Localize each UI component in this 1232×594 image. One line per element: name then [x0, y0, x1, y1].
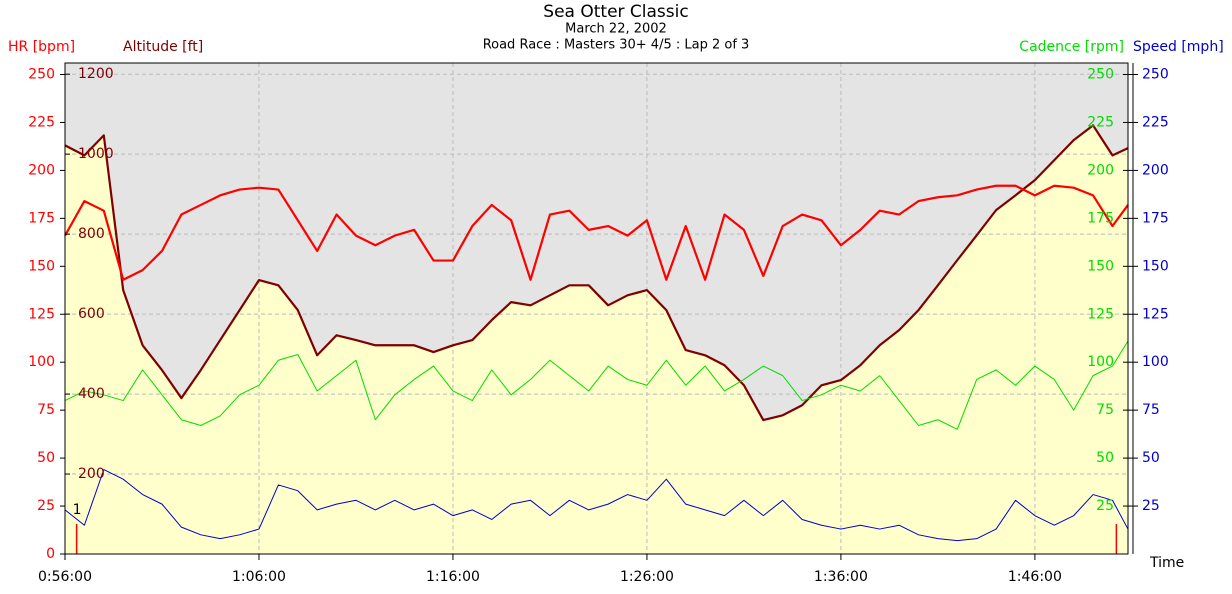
y2-tick-label: 200	[78, 466, 105, 482]
y3-tick-label: 25	[1096, 498, 1114, 514]
y-tick-label: 250	[28, 67, 55, 83]
y4-tick-label: 125	[1142, 306, 1169, 322]
y4-tick-label: 50	[1142, 450, 1160, 466]
y2-tick-label: 400	[78, 386, 105, 402]
area	[65, 125, 1128, 554]
y-tick-label: 100	[28, 354, 55, 370]
y-tick-label: 75	[37, 402, 55, 418]
y-tick-label: 50	[37, 450, 55, 466]
y3-tick-label: 175	[1087, 210, 1114, 226]
line	[64, 184, 1129, 281]
annotation: 1	[73, 502, 82, 518]
chart-title: Sea Otter Classic	[543, 2, 688, 22]
y2-tick-label: 1000	[78, 146, 114, 162]
y2-tick-label: 600	[78, 306, 105, 322]
y3-tick-label: 50	[1096, 450, 1114, 466]
y4-tick-label: 25	[1142, 498, 1160, 514]
line	[64, 469, 1129, 542]
y-tick-label: 125	[28, 306, 55, 322]
x-tick-label: 1:26:00	[620, 569, 674, 585]
y2-axis-label: Altitude [ft]	[123, 39, 203, 55]
y4-axis-label: Speed [mph]	[1133, 39, 1224, 55]
y3-tick-label: 250	[1087, 67, 1114, 83]
y-tick-label: 0	[46, 546, 55, 562]
x-tick-label: 1:36:00	[814, 569, 868, 585]
x-tick-label: 1:16:00	[426, 569, 480, 585]
y4-tick-label: 100	[1142, 354, 1169, 370]
chart-subtitle: Road Race : Masters 30+ 4/5 : Lap 2 of 3	[483, 38, 750, 53]
y4-tick-label: 75	[1142, 402, 1160, 418]
y2-tick-label: 800	[78, 226, 105, 242]
y4-tick-label: 250	[1142, 67, 1169, 83]
x-tick-label: 0:56:00	[38, 569, 92, 585]
plot-frame	[64, 62, 1129, 555]
x-axis-label: Time	[1149, 555, 1184, 571]
x-tick-label: 1:46:00	[1008, 569, 1062, 585]
y-tick-label: 25	[37, 498, 55, 514]
y-tick-label: 175	[28, 210, 55, 226]
y-axis-label: HR [bpm]	[8, 39, 75, 55]
line	[64, 340, 1129, 430]
y4-tick-label: 150	[1142, 258, 1169, 274]
chart-subtitle: March 22, 2002	[565, 22, 667, 37]
y3-tick-label: 225	[1087, 114, 1114, 130]
y4-tick-label: 225	[1142, 114, 1169, 130]
y-tick-label: 225	[28, 114, 55, 130]
y-tick-label: 150	[28, 258, 55, 274]
y-tick-label: 200	[28, 162, 55, 178]
y3-tick-label: 200	[1087, 162, 1114, 178]
y3-axis-label: Cadence [rpm]	[1019, 39, 1124, 55]
y3-tick-label: 75	[1096, 402, 1114, 418]
y2-tick-label: 1200	[78, 66, 114, 82]
y3-tick-label: 125	[1087, 306, 1114, 322]
y3-tick-label: 150	[1087, 258, 1114, 274]
line	[64, 124, 1129, 422]
y3-tick-label: 100	[1087, 354, 1114, 370]
x-tick-label: 1:06:00	[232, 569, 286, 585]
y4-tick-label: 175	[1142, 210, 1169, 226]
y4-tick-label: 200	[1142, 162, 1169, 178]
